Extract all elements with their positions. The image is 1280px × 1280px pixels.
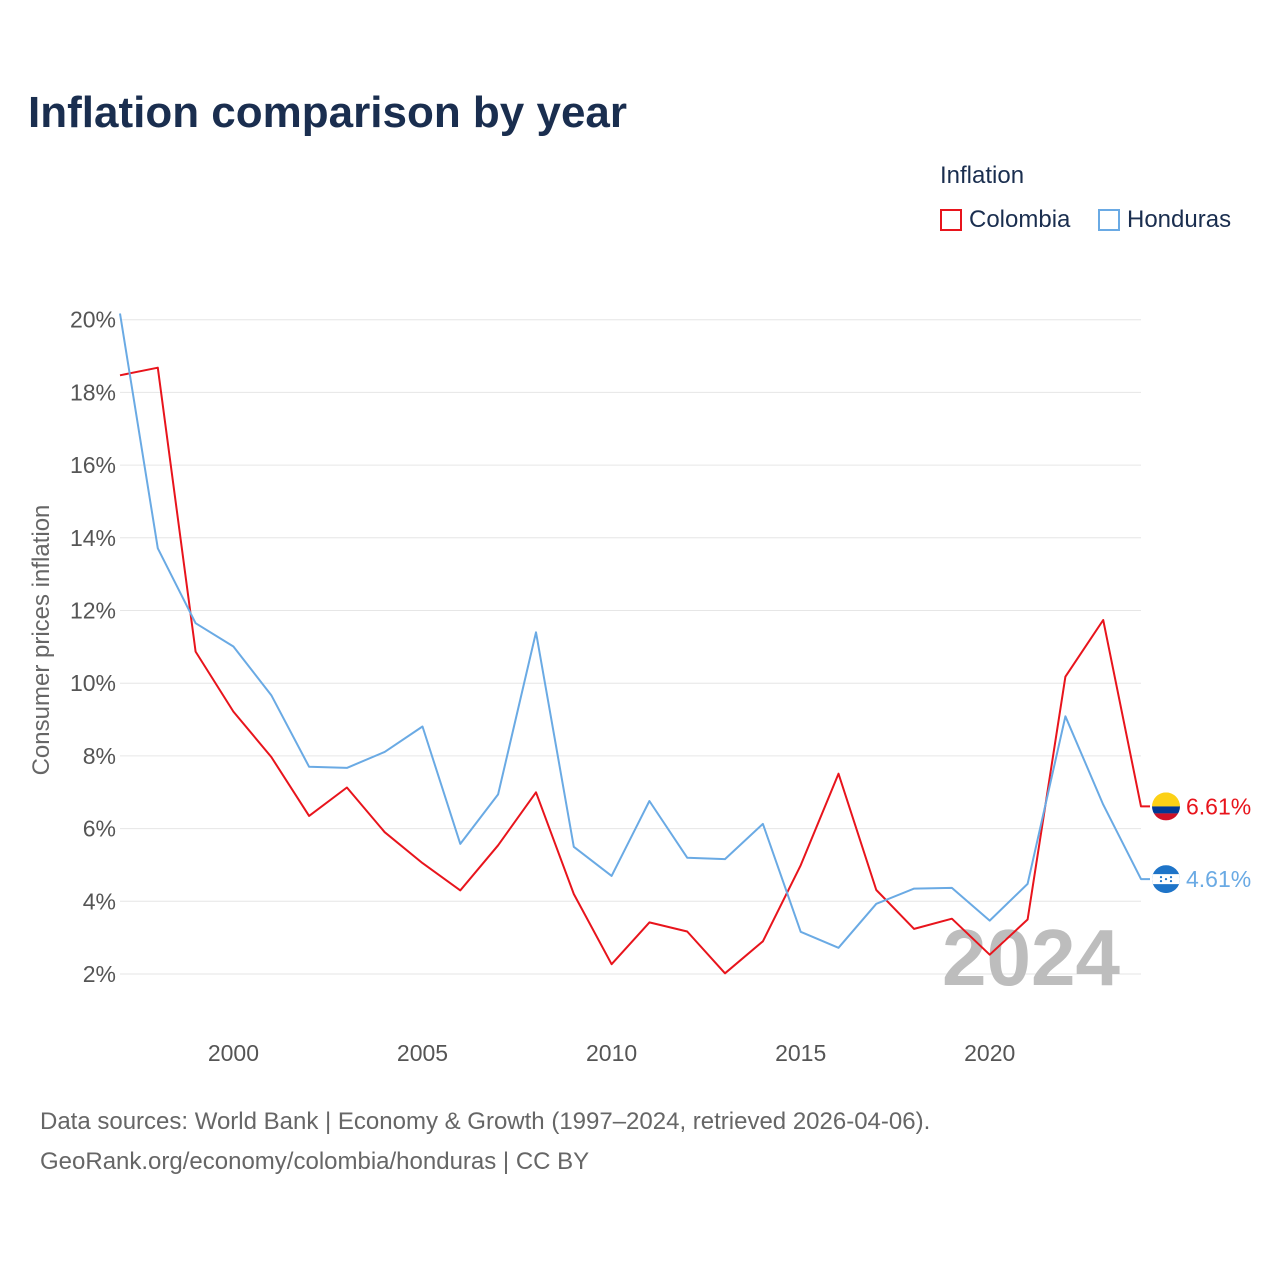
legend-label-colombia: Colombia bbox=[969, 206, 1071, 233]
chart-title: Inflation comparison by year bbox=[28, 88, 628, 137]
flag-star bbox=[1159, 880, 1163, 883]
flag-stripes bbox=[1152, 865, 1180, 894]
y-tick-label: 18% bbox=[70, 379, 116, 405]
legend-item-colombia[interactable]: Colombia bbox=[940, 204, 1070, 236]
flag-stripes bbox=[1152, 792, 1180, 821]
flag-star bbox=[1169, 876, 1173, 879]
flag-stripe-red bbox=[1152, 813, 1180, 821]
x-tick-label: 2005 bbox=[397, 1040, 448, 1066]
y-tick-label: 10% bbox=[70, 670, 116, 696]
flag-star bbox=[1164, 878, 1168, 881]
year-watermark: 2024 bbox=[942, 913, 1120, 1002]
series-line-colombia bbox=[119, 366, 1150, 975]
y-tick-label: 14% bbox=[70, 525, 116, 551]
legend-label-honduras: Honduras bbox=[1127, 206, 1232, 233]
x-tick-label: 2000 bbox=[208, 1040, 259, 1066]
y-tick-label: 6% bbox=[83, 816, 116, 842]
footer-link[interactable]: GeoRank.org/economy/colombia/honduras | … bbox=[40, 1148, 590, 1175]
x-tick-label: 2015 bbox=[775, 1040, 826, 1066]
footer-sources: Data sources: World Bank | Economy & Gro… bbox=[40, 1108, 931, 1135]
y-tick-label: 12% bbox=[70, 598, 116, 624]
flag-colombia-icon bbox=[1152, 792, 1180, 821]
y-tick-label: 20% bbox=[70, 307, 116, 333]
flag-star bbox=[1169, 880, 1173, 883]
series-line-honduras bbox=[119, 313, 1150, 949]
series-lines bbox=[119, 313, 1150, 975]
flag-honduras-icon bbox=[1152, 865, 1180, 894]
gridlines bbox=[120, 319, 1141, 975]
y-axis-ticks: 2% 4% 6% 8% 10% 12% 14% 16% 18% 20% bbox=[70, 307, 116, 987]
legend-swatch-colombia bbox=[940, 209, 962, 231]
x-tick-label: 2010 bbox=[586, 1040, 637, 1066]
x-axis-ticks: 2000 2005 2010 2015 2020 bbox=[208, 1040, 1015, 1066]
flag-stripe-blue bbox=[1152, 806, 1180, 814]
end-markers: 6.61% 4.61% bbox=[1152, 792, 1251, 894]
flag-stripe-yellow bbox=[1152, 792, 1180, 807]
end-label-colombia: 6.61% bbox=[1186, 793, 1251, 819]
x-tick-label: 2020 bbox=[964, 1040, 1015, 1066]
y-tick-label: 2% bbox=[83, 961, 116, 987]
legend-title: Inflation bbox=[940, 162, 1025, 189]
legend-item-honduras[interactable]: Honduras bbox=[1098, 204, 1231, 236]
legend-swatch-honduras bbox=[1098, 209, 1120, 231]
end-label-honduras: 4.61% bbox=[1186, 866, 1251, 892]
y-tick-label: 16% bbox=[70, 452, 116, 478]
line-chart: 2%4%6%8%10%12%14%16%18%20% 2000 2005 2010 2… bbox=[70, 307, 1251, 1066]
y-tick-label: 8% bbox=[83, 743, 116, 769]
y-tick-label: 4% bbox=[83, 888, 116, 914]
flag-star bbox=[1159, 876, 1163, 879]
